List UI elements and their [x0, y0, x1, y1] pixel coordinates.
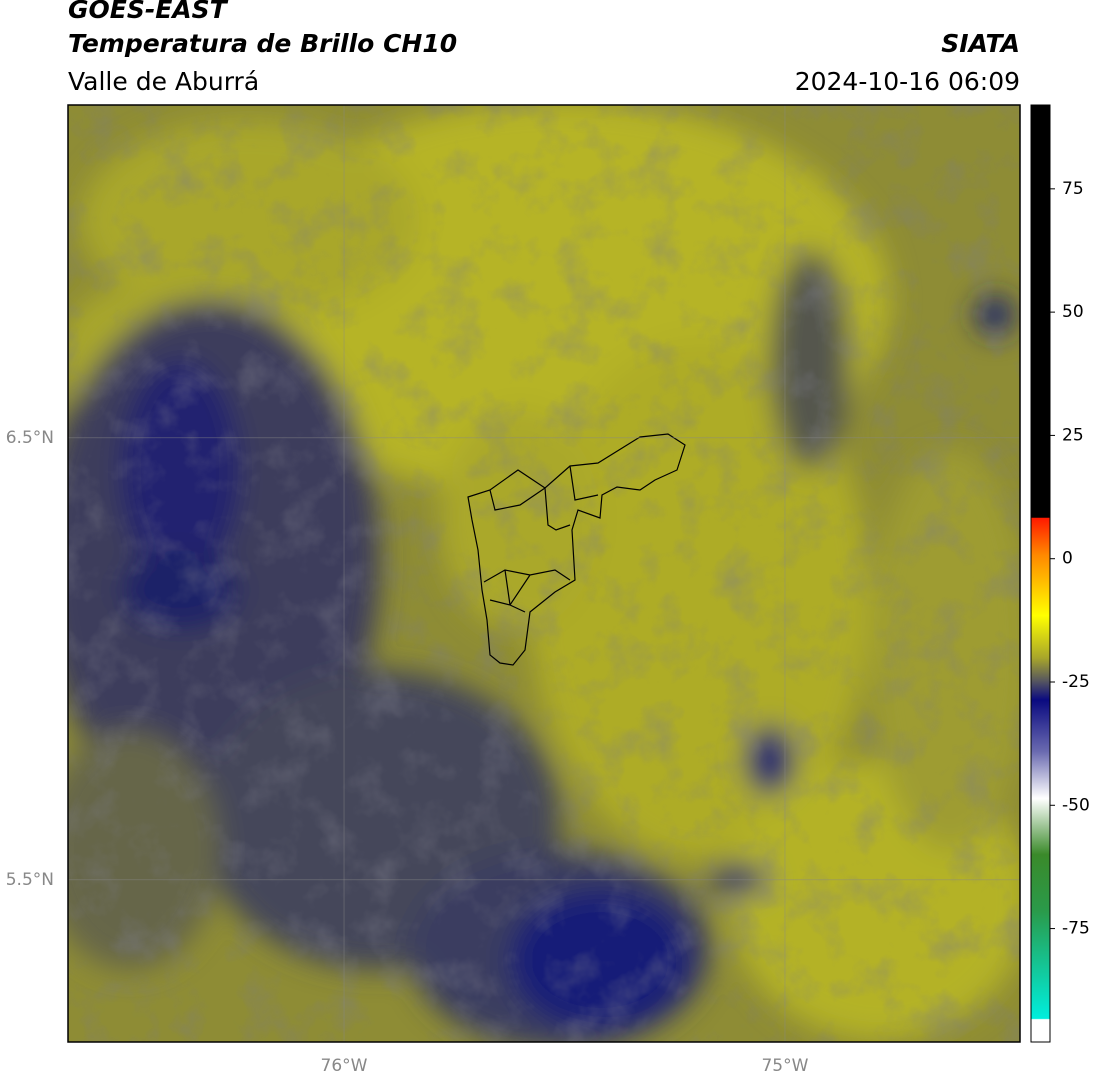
colorbar-tick-label: -50	[1062, 795, 1090, 815]
colorbar	[1030, 104, 1051, 1043]
x-tick-label: 75°W	[761, 1056, 808, 1076]
colorbar-tick-label: 0	[1062, 549, 1073, 569]
valley-boundary	[467, 433, 686, 666]
colorbar-tick-label: -25	[1062, 672, 1090, 692]
grid	[68, 105, 1020, 1042]
datetime: 2024-10-16 06:09	[795, 67, 1020, 96]
colorbar-tick-label: 50	[1062, 302, 1084, 322]
region: Valle de Aburrá	[68, 67, 259, 96]
source: SIATA	[941, 29, 1020, 58]
satellite-field	[68, 105, 1020, 1042]
colorbar-tick-label: -75	[1062, 919, 1090, 939]
y-tick-label: 6.5°N	[6, 428, 54, 448]
colorbar-tick-label: 75	[1062, 179, 1084, 199]
subtitle: Temperatura de Brillo CH10	[68, 29, 457, 58]
y-tick-label: 5.5°N	[6, 870, 54, 890]
title: GOES-EAST	[68, 0, 229, 24]
map-frame	[67, 104, 1021, 1043]
x-tick-label: 76°W	[321, 1056, 368, 1076]
colorbar-tick-label: 25	[1062, 425, 1084, 445]
